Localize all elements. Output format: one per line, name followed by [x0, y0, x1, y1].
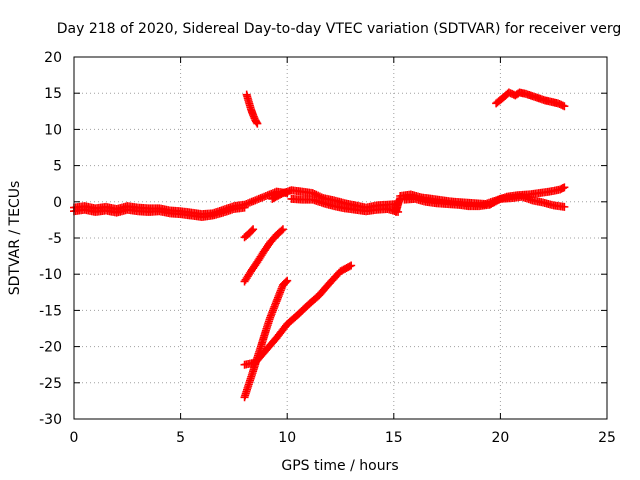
data-point — [278, 225, 287, 234]
series-short-8h — [240, 225, 258, 242]
data-point — [345, 262, 354, 271]
x-tick-label: 25 — [598, 430, 616, 446]
y-axis-label: SDTVAR / TECUs — [7, 181, 23, 296]
y-tick-label: 5 — [53, 159, 62, 175]
x-tick-label: 15 — [385, 430, 403, 446]
tick-layer: 0 5 10 15 20 25 20 15 10 5 0 -5 -10 -15 -20 -25 -30 — [39, 50, 616, 446]
data-point — [240, 203, 249, 212]
data-point — [248, 226, 257, 235]
y-tick-label: -5 — [48, 231, 62, 247]
chart-title: Day 218 of 2020, Sidereal Day-to-day VTE… — [57, 21, 622, 37]
series-descending-8h — [242, 90, 262, 128]
data-point — [560, 102, 569, 111]
y-tick-label: -30 — [39, 412, 62, 428]
x-tick-label: 5 — [176, 430, 185, 446]
data-layer — [70, 88, 569, 402]
data-point — [560, 183, 569, 192]
y-tick-label: 10 — [44, 122, 62, 138]
data-point — [283, 276, 292, 285]
x-tick-label: 10 — [278, 430, 296, 446]
data-point — [347, 261, 356, 270]
y-tick-label: 0 — [53, 195, 62, 211]
series-rise-a — [240, 225, 287, 286]
y-tick-label: 20 — [44, 50, 62, 66]
y-tick-label: -15 — [39, 303, 62, 319]
y-tick-label: -20 — [39, 340, 62, 356]
series-rise-c — [240, 261, 356, 369]
y-tick-label: 15 — [44, 86, 62, 102]
data-point — [282, 277, 291, 286]
data-point — [249, 225, 258, 234]
series-afternoon-b — [400, 192, 569, 211]
series-evening-high — [492, 88, 569, 111]
y-tick-label: -25 — [39, 376, 62, 392]
data-point — [277, 226, 286, 235]
x-tick-label: 20 — [491, 430, 509, 446]
x-axis-label: GPS time / hours — [281, 458, 398, 474]
x-tick-label: 0 — [70, 430, 79, 446]
data-point — [253, 119, 262, 128]
data-point — [560, 202, 569, 211]
y-tick-label: -10 — [39, 267, 62, 283]
